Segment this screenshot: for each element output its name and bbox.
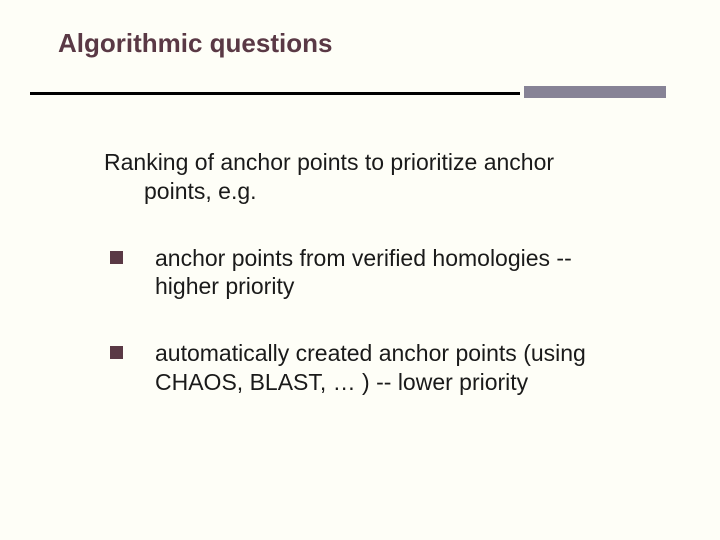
intro-line-2: points, e.g.: [104, 177, 634, 206]
slide-title: Algorithmic questions: [58, 28, 332, 59]
slide: Algorithmic questions Ranking of anchor …: [0, 0, 720, 540]
bullet-item: anchor points from verified homologies -…: [104, 244, 634, 302]
bullet-text: anchor points from verified homologies -…: [155, 244, 572, 302]
bullet-2-line-2: CHAOS, BLAST, … ) -- lower priority: [155, 369, 528, 395]
bullet-item: automatically created anchor points (usi…: [104, 339, 634, 397]
title-accent-block: [524, 86, 666, 98]
slide-body: Ranking of anchor points to prioritize a…: [104, 148, 634, 435]
bullet-1-line-2: higher priority: [155, 273, 294, 299]
bullet-1-line-1: anchor points from verified homologies -…: [155, 245, 572, 271]
title-underline: [30, 92, 520, 95]
bullet-text: automatically created anchor points (usi…: [155, 339, 586, 397]
bullet-2-line-1: automatically created anchor points (usi…: [155, 340, 586, 366]
square-bullet-icon: [110, 346, 123, 359]
intro-line-1: Ranking of anchor points to prioritize a…: [104, 149, 554, 175]
square-bullet-icon: [110, 251, 123, 264]
intro-text: Ranking of anchor points to prioritize a…: [104, 148, 634, 206]
